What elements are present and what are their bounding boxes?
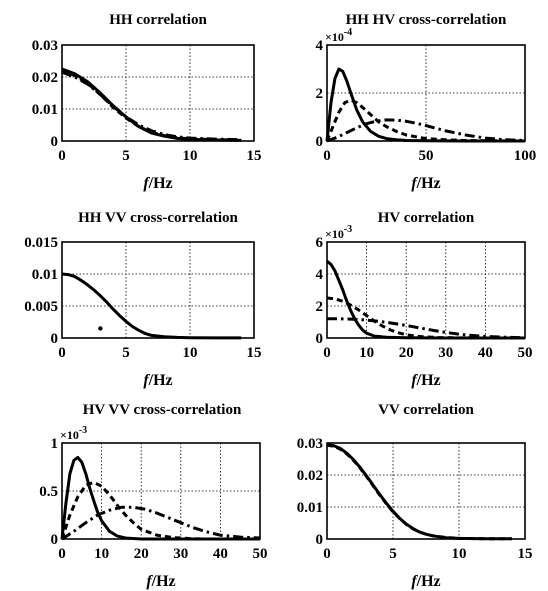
panel-title: VV correlation <box>378 402 474 418</box>
y-tick-label: 0.03 <box>297 436 323 452</box>
x-axis-label: f/Hz <box>143 372 172 389</box>
y-tick-label: 0 <box>316 331 324 347</box>
y-tick-label: 1 <box>51 436 59 452</box>
series-line-dashdot <box>61 505 261 541</box>
plot-frame <box>326 44 526 142</box>
y-multiplier: ×10-4 <box>325 27 352 44</box>
x-tick-label: 15 <box>247 345 262 361</box>
x-axis-label: f/Hz <box>411 175 440 192</box>
x-tick-label: 15 <box>518 546 533 562</box>
panel-3: HH VV cross-correlation 0 5 10 15 0 0.005 0.01 0… <box>24 210 261 389</box>
panel-title: HH correlation <box>109 12 207 28</box>
x-tick-label: 10 <box>183 148 198 164</box>
x-tick-label: 40 <box>213 546 228 562</box>
plot-frame <box>61 442 261 540</box>
y-tick-label: 0 <box>51 532 59 548</box>
x-tick-label: 50 <box>419 148 434 164</box>
series-line-dashed <box>326 296 525 340</box>
series-line-solid <box>326 443 512 541</box>
series-line-dashed <box>61 69 242 142</box>
y-tick-label: 0.005 <box>24 299 58 315</box>
x-tick-label: 50 <box>253 546 268 562</box>
y-tick-label: 0.01 <box>32 267 58 283</box>
y-tick-label: 0 <box>316 532 324 548</box>
x-tick-label: 0 <box>58 345 66 361</box>
x-tick-label: 10 <box>183 345 198 361</box>
series-line-dashdot <box>327 317 526 340</box>
panel-4: HV correlation 0 10 20 30 40 50 0 2 4 6×10-3 f/Hz <box>316 210 533 389</box>
x-tick-label: 100 <box>514 148 537 164</box>
x-tick-label: 10 <box>94 546 109 562</box>
series-line-dashdot <box>61 70 242 142</box>
plot-frame <box>61 44 255 142</box>
y-tick-label: 2 <box>316 299 324 315</box>
y-tick-label: 0.01 <box>32 102 58 118</box>
y-tick-label: 4 <box>316 267 324 283</box>
y-tick-label: 6 <box>316 235 324 251</box>
x-axis-label: f/Hz <box>411 573 440 590</box>
y-tick-label: 0 <box>316 134 324 150</box>
panel-title: HV VV cross-correlation <box>83 402 242 418</box>
panel-6: VV correlation 0 5 10 15 0 0.01 0.02 0.03 f/Hz <box>297 402 533 590</box>
panel-5: HV VV cross-correlation 0 10 20 30 40 50 0 0.5 1×… <box>39 402 267 590</box>
series-line-solid <box>326 260 525 340</box>
x-tick-label: 5 <box>122 148 130 164</box>
x-tick-label: 20 <box>399 345 414 361</box>
x-tick-label: 10 <box>452 546 467 562</box>
panel-2: HH HV cross-correlation 0 50 100 0 2 4×10-4 f/H… <box>316 12 537 192</box>
x-tick-label: 0 <box>58 148 66 164</box>
x-tick-label: 30 <box>438 345 453 361</box>
y-tick-label: 0.015 <box>24 235 58 251</box>
x-tick-label: 5 <box>122 345 130 361</box>
series-line-solid <box>61 272 242 340</box>
plot-frame <box>326 241 526 339</box>
plot-frame <box>326 442 526 540</box>
y-tick-label: 0.02 <box>32 70 58 86</box>
panel-title: HV correlation <box>378 210 475 226</box>
y-tick-label: 0.03 <box>32 38 58 54</box>
y-multiplier: ×10-3 <box>325 224 352 241</box>
panel-1: HH correlation 0 5 10 15 0 0.01 0.02 0.03 f/Hz <box>32 12 262 192</box>
x-axis-label: f/Hz <box>143 175 172 192</box>
x-tick-label: 50 <box>518 345 533 361</box>
series-line-dashed <box>60 480 260 541</box>
y-tick-label: 0.5 <box>39 484 58 500</box>
series-line-dashed <box>326 443 512 541</box>
y-tick-label: 0.01 <box>297 500 323 516</box>
x-axis-label: f/Hz <box>146 573 175 590</box>
panel-title: HH HV cross-correlation <box>346 12 507 28</box>
x-tick-label: 0 <box>323 546 331 562</box>
x-tick-label: 15 <box>247 148 262 164</box>
x-tick-label: 5 <box>389 546 397 562</box>
series-line-dashdot <box>326 118 526 143</box>
y-tick-label: 2 <box>316 86 324 102</box>
x-tick-label: 0 <box>323 345 331 361</box>
panel-title: HH VV cross-correlation <box>78 210 238 226</box>
series-line-solid <box>60 455 260 541</box>
y-tick-label: 0 <box>51 134 59 150</box>
y-multiplier: ×10-3 <box>60 425 87 442</box>
x-tick-label: 20 <box>134 546 149 562</box>
x-tick-label: 0 <box>323 148 331 164</box>
y-tick-label: 4 <box>316 38 324 54</box>
x-tick-label: 30 <box>173 546 188 562</box>
data-point <box>98 326 103 331</box>
y-tick-label: 0 <box>51 331 59 347</box>
y-tick-label: 0.02 <box>297 468 323 484</box>
x-axis-label: f/Hz <box>411 372 440 389</box>
x-tick-label: 10 <box>359 345 374 361</box>
x-tick-label: 40 <box>478 345 493 361</box>
x-tick-label: 0 <box>58 546 66 562</box>
plot-frame <box>61 241 255 339</box>
